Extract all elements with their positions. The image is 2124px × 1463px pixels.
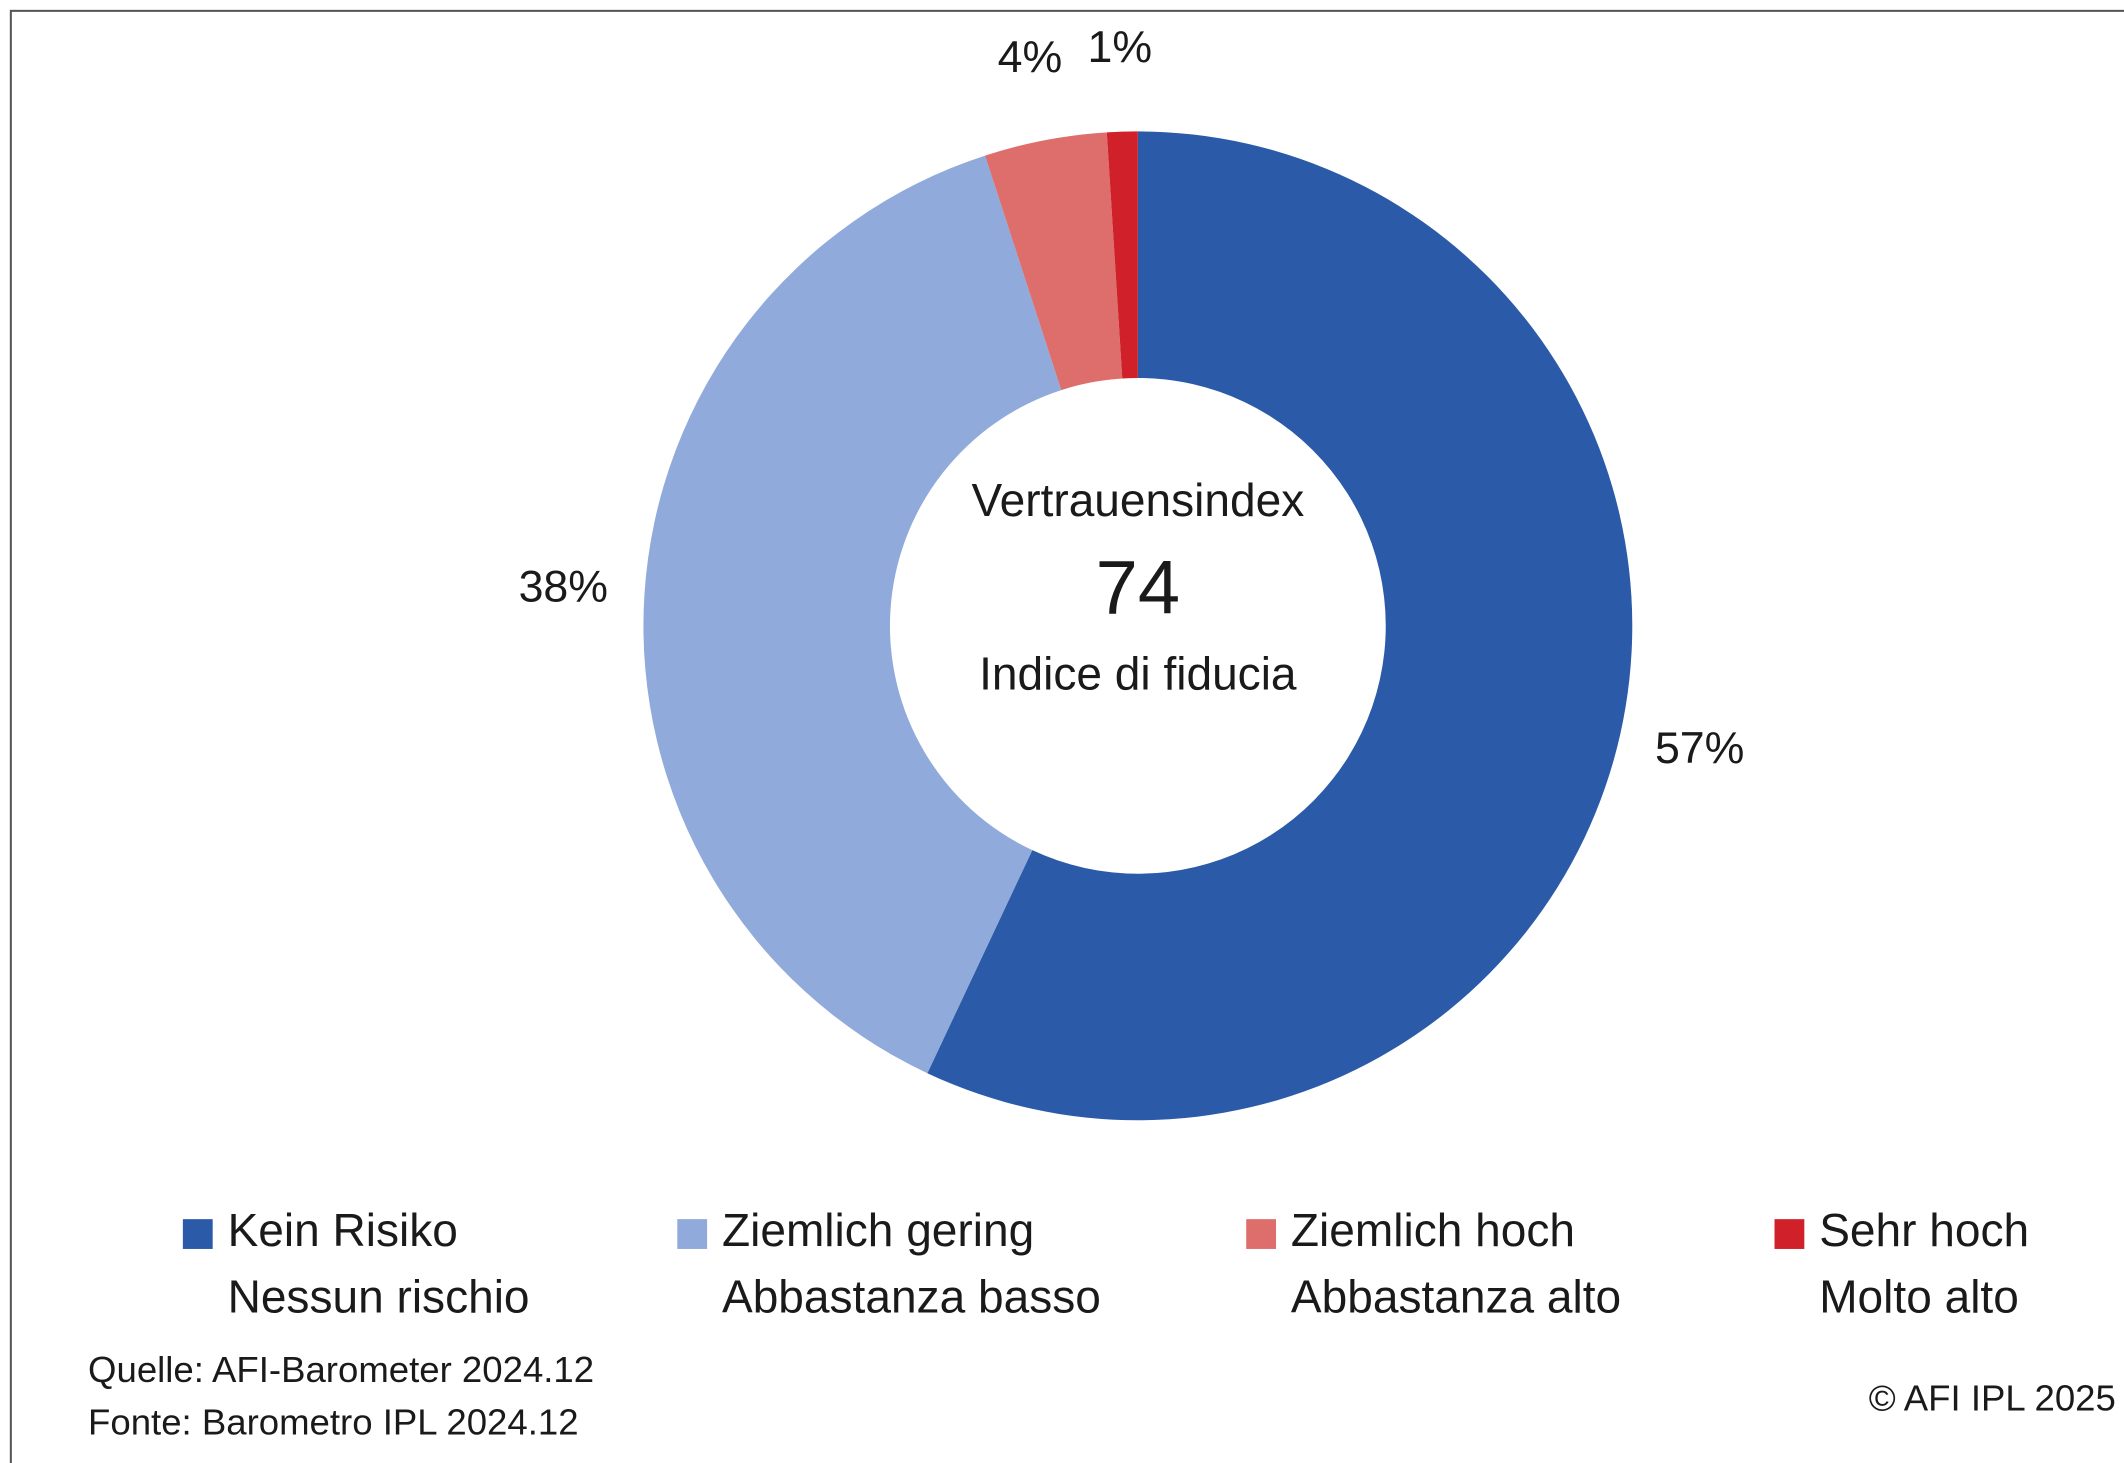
legend-label: Kein Risiko bbox=[228, 1204, 458, 1256]
data-label: 4% bbox=[998, 33, 1063, 82]
data-label: 1% bbox=[1087, 23, 1152, 72]
legend-label: Abbastanza basso bbox=[722, 1271, 1101, 1323]
legend-swatch bbox=[182, 1219, 213, 1249]
legend-label: Abbastanza alto bbox=[1291, 1271, 1621, 1323]
donut-segment bbox=[927, 131, 1633, 1121]
data-label: 57% bbox=[1655, 724, 1744, 773]
legend-label: Molto alto bbox=[1819, 1271, 2019, 1323]
legend-swatch bbox=[1246, 1219, 1277, 1249]
data-label: 38% bbox=[519, 563, 608, 612]
center-value: 74 bbox=[1096, 545, 1180, 630]
legend-swatch bbox=[677, 1219, 708, 1249]
source-line: Quelle: AFI-Barometer 2024.12 bbox=[88, 1349, 594, 1390]
center-subtitle: Indice di fiducia bbox=[979, 647, 1297, 699]
legend-swatch bbox=[1774, 1219, 1805, 1249]
donut-segment bbox=[1106, 131, 1138, 379]
legend-label: Ziemlich gering bbox=[722, 1204, 1034, 1256]
legend-label: Sehr hoch bbox=[1819, 1204, 2029, 1256]
copyright: © AFI IPL 2025 bbox=[1869, 1377, 2116, 1418]
donut-segment bbox=[985, 132, 1123, 391]
legend-label: Nessun rischio bbox=[228, 1271, 530, 1323]
source-line: Fonte: Barometro IPL 2024.12 bbox=[88, 1402, 579, 1443]
legend-label: Ziemlich hoch bbox=[1291, 1204, 1575, 1256]
center-title: Vertrauensindex bbox=[971, 474, 1304, 526]
donut-segment bbox=[643, 155, 1062, 1074]
chart-frame bbox=[9, 9, 2124, 1463]
